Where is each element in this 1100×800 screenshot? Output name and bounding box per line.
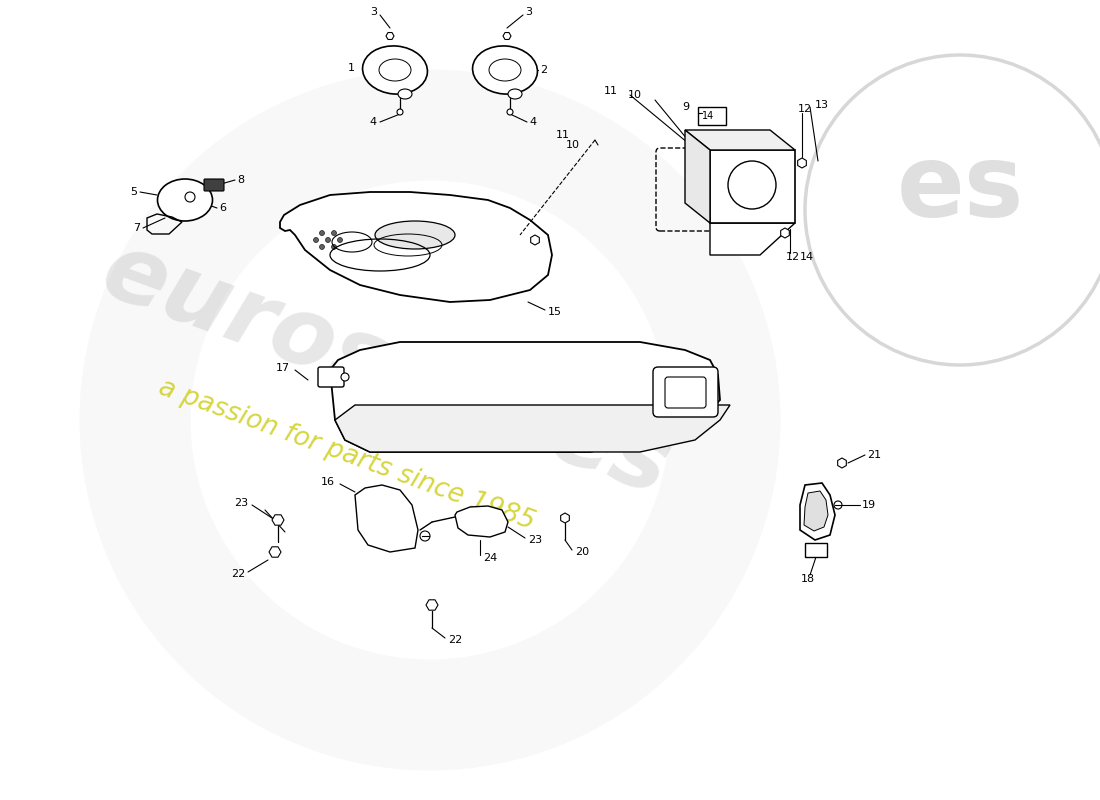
Text: 18: 18 (801, 574, 815, 584)
Polygon shape (355, 485, 418, 552)
Bar (698, 107, 726, 125)
Polygon shape (781, 228, 790, 238)
Text: 12: 12 (786, 252, 800, 262)
Circle shape (319, 245, 324, 250)
Circle shape (331, 245, 337, 250)
Ellipse shape (375, 221, 455, 249)
Polygon shape (530, 235, 539, 245)
Circle shape (338, 238, 342, 242)
Circle shape (397, 109, 403, 115)
Text: 17: 17 (276, 363, 290, 373)
Bar (805, 543, 827, 557)
FancyBboxPatch shape (204, 179, 224, 191)
Text: 20: 20 (575, 547, 590, 557)
Polygon shape (336, 405, 730, 452)
Circle shape (319, 230, 324, 235)
Text: 2: 2 (540, 65, 547, 75)
Text: 12: 12 (798, 104, 812, 114)
Polygon shape (386, 33, 394, 39)
Circle shape (507, 109, 513, 115)
Text: 23: 23 (528, 535, 542, 545)
Text: 11: 11 (556, 130, 570, 140)
Polygon shape (685, 130, 710, 223)
Polygon shape (800, 483, 835, 540)
Text: 3: 3 (370, 7, 377, 17)
Ellipse shape (508, 89, 522, 99)
Ellipse shape (363, 46, 428, 94)
Polygon shape (710, 150, 795, 223)
Text: 16: 16 (321, 477, 336, 487)
Text: 7: 7 (133, 223, 140, 233)
Text: 4: 4 (370, 117, 377, 127)
Polygon shape (798, 158, 806, 168)
Polygon shape (804, 491, 828, 531)
Circle shape (331, 230, 337, 235)
Polygon shape (685, 130, 795, 150)
Circle shape (326, 238, 330, 242)
Text: 11: 11 (604, 86, 618, 96)
Text: 19: 19 (862, 500, 876, 510)
FancyBboxPatch shape (318, 367, 344, 387)
Polygon shape (280, 192, 552, 302)
Text: 15: 15 (548, 307, 562, 317)
Text: 1: 1 (348, 63, 355, 73)
Polygon shape (330, 342, 720, 452)
Circle shape (314, 238, 319, 242)
Text: 14: 14 (800, 252, 814, 262)
Polygon shape (503, 33, 512, 39)
Polygon shape (561, 513, 570, 523)
Polygon shape (710, 223, 795, 255)
Polygon shape (272, 515, 284, 525)
Text: 14: 14 (702, 111, 714, 121)
Text: eurospares: eurospares (90, 225, 683, 515)
Ellipse shape (157, 179, 212, 221)
Text: 13: 13 (815, 100, 829, 110)
Text: 4: 4 (529, 117, 536, 127)
Polygon shape (838, 458, 846, 468)
Circle shape (341, 373, 349, 381)
Polygon shape (270, 547, 280, 557)
Ellipse shape (398, 89, 412, 99)
FancyBboxPatch shape (653, 367, 718, 417)
Text: 10: 10 (628, 90, 642, 100)
Ellipse shape (728, 161, 776, 209)
Text: a passion for parts since 1985: a passion for parts since 1985 (155, 374, 538, 535)
Text: 22: 22 (448, 635, 462, 645)
Polygon shape (455, 506, 508, 537)
Text: 24: 24 (483, 553, 497, 563)
Text: 9: 9 (682, 102, 689, 112)
Text: 5: 5 (130, 187, 138, 197)
Text: 21: 21 (867, 450, 881, 460)
Text: 8: 8 (236, 175, 244, 185)
Text: 23: 23 (234, 498, 248, 508)
Text: 3: 3 (525, 7, 532, 17)
Ellipse shape (473, 46, 538, 94)
Text: 22: 22 (231, 569, 245, 579)
Text: 10: 10 (566, 140, 580, 150)
Text: es: es (896, 142, 1024, 238)
Text: 6: 6 (219, 203, 225, 213)
Polygon shape (426, 600, 438, 610)
